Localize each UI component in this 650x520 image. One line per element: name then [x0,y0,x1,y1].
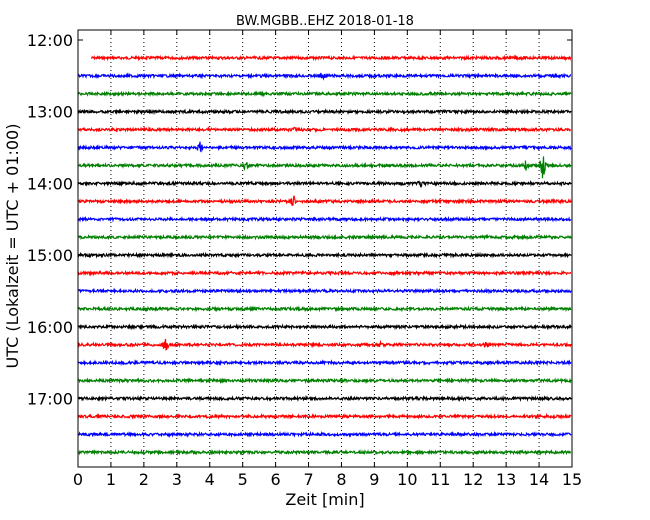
seismic-traces [77,54,572,456]
x-tick-label: 14 [529,470,549,489]
plot-frame [77,29,573,468]
x-tick-label: 3 [172,470,182,489]
seismic-trace [77,125,572,134]
seismic-trace [78,377,572,385]
x-axis: 0 1 2 3 4 5 6 7 8 9 10 11 12 13 14 15 [73,30,582,489]
seismic-trace [77,338,572,351]
x-tick-label: 11 [430,470,450,489]
y-tick-label: 13:00 [27,103,73,122]
seismic-trace [77,141,572,153]
seismic-trace [77,305,572,313]
seismic-trace [77,156,572,179]
x-tick-label: 13 [496,470,516,489]
seismic-trace [77,269,572,277]
x-tick-label: 1 [106,470,116,489]
seismic-trace [77,394,572,403]
x-tick-label: 9 [369,470,379,489]
seismic-trace [77,233,572,241]
seismic-trace [77,90,572,98]
x-tick-label: 0 [73,470,83,489]
seismic-trace [77,108,572,116]
seismic-trace [77,179,572,188]
y-axis: 12:00 13:00 14:00 15:00 16:00 17:00 [27,31,572,409]
y-axis-label: UTC (Lokalzeit = UTC + 01:00) [3,124,22,369]
seismic-trace [77,430,572,438]
seismic-trace [77,72,572,81]
x-tick-label: 7 [303,470,313,489]
seismic-trace [90,54,572,62]
seismic-trace [77,359,572,367]
y-tick-label: 15:00 [27,246,73,265]
x-tick-label: 15 [562,470,582,489]
y-tick-label: 17:00 [27,390,73,409]
seismic-trace [77,323,572,331]
x-tick-label: 6 [271,470,281,489]
y-tick-label: 12:00 [27,31,73,50]
x-tick-label: 10 [397,470,417,489]
x-tick-label: 5 [238,470,248,489]
seismic-trace [77,251,572,259]
seismic-trace [77,195,572,206]
seismic-trace [77,412,572,421]
x-tick-label: 8 [336,470,346,489]
x-tick-label: 2 [139,470,149,489]
y-tick-label: 16:00 [27,318,73,337]
x-axis-label: Zeit [min] [285,490,364,509]
x-tick-label: 12 [463,470,483,489]
seismic-trace [77,215,572,223]
x-tick-label: 4 [205,470,215,489]
seismic-trace [77,287,572,295]
chart-title: BW.MGBB..EHZ 2018-01-18 [236,14,414,29]
seismic-trace [77,448,572,456]
y-tick-label: 14:00 [27,174,73,193]
vertical-grid [110,30,540,467]
